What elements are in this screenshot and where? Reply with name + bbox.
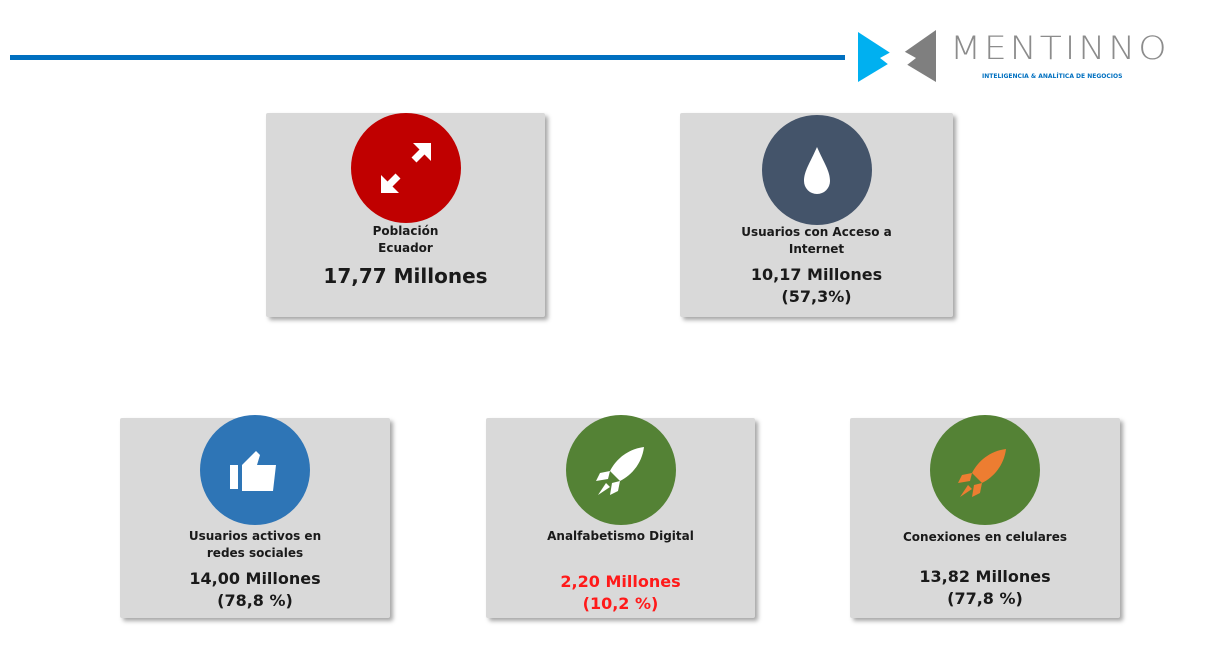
card-label: Analfabetismo Digital xyxy=(547,529,694,543)
card-value: 14,00 Millones xyxy=(189,569,321,588)
icon xyxy=(350,113,461,223)
card: Conexiones en celulares 13,82 Millones (… xyxy=(850,415,1120,618)
logo-icon xyxy=(858,30,936,82)
header-line xyxy=(10,55,845,60)
card: Población Ecuador 17,77 Millones xyxy=(266,113,545,317)
card-label: Población xyxy=(372,224,439,238)
icon xyxy=(930,415,1040,525)
card-value: 17,77 Millones xyxy=(323,264,488,288)
card: Analfabetismo Digital 2,20 Millones (10,… xyxy=(486,415,755,618)
card-value: 2,20 Millones xyxy=(560,572,681,591)
card-label: Ecuador xyxy=(378,241,433,255)
card-value: 10,17 Millones xyxy=(750,265,883,284)
card-percent: (77,8 %) xyxy=(947,589,1023,608)
card-label: Usuarios con Acceso a xyxy=(741,225,892,239)
card-value: 13,82 Millones xyxy=(919,567,1051,586)
icon xyxy=(200,415,310,525)
card: Usuarios activos en redes sociales 14,00… xyxy=(120,415,390,618)
card-percent: (78,8 %) xyxy=(217,591,293,610)
icon xyxy=(761,115,872,225)
card-label: redes sociales xyxy=(206,546,304,560)
card-label: Conexiones en celulares xyxy=(902,530,1067,544)
card-label: Internet xyxy=(788,242,845,256)
card-percent: (10,2 %) xyxy=(582,594,659,613)
card: Usuarios con Acceso a Internet 10,17 Mil… xyxy=(680,113,953,317)
card-percent: (57,3%) xyxy=(781,287,852,306)
icon xyxy=(565,415,676,525)
logo-name: MENTINNO xyxy=(950,30,1170,67)
logo-tagline: INTELIGENCIA & ANALÍTICA DE NEGOCIOS xyxy=(982,73,1123,80)
card-label: Usuarios activos en xyxy=(188,529,322,543)
